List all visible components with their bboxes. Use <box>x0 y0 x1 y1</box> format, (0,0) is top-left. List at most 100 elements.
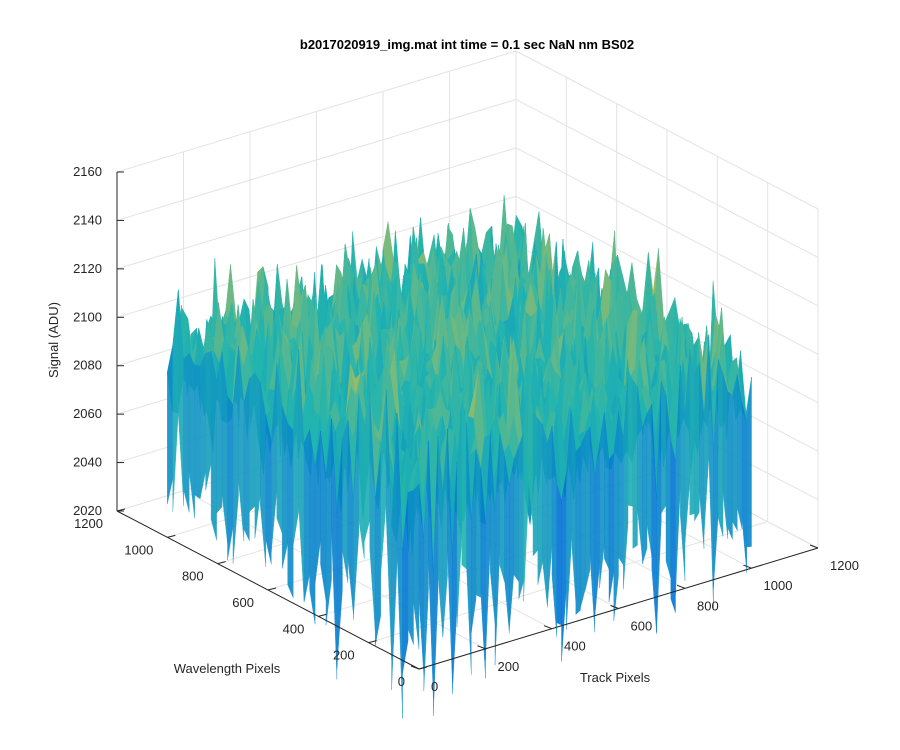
wavelength-tick-label: 1000 <box>124 542 153 557</box>
chart-title: b2017020919_img.mat int time = 0.1 sec N… <box>300 37 634 52</box>
z-tick-label: 2060 <box>73 406 102 421</box>
surface-skirt <box>618 411 624 566</box>
z-tick-label: 2100 <box>73 309 102 324</box>
surface-skirt <box>732 374 738 531</box>
surface-skirt <box>442 428 448 638</box>
track-tick-label: 1200 <box>830 558 859 573</box>
surface <box>167 195 752 719</box>
surface-skirt <box>722 373 728 539</box>
wavelength-tick-label: 1200 <box>74 516 103 531</box>
surface-skirt <box>254 372 261 539</box>
surface-skirt <box>353 394 359 620</box>
surface-skirt <box>265 415 272 565</box>
surface-skirt <box>499 433 505 582</box>
surface-skirt <box>718 359 724 537</box>
z-tick-label: 2140 <box>73 212 102 227</box>
surface-skirt <box>542 424 548 606</box>
surface-skirt <box>727 391 733 540</box>
z-tick-label: 2020 <box>73 503 102 518</box>
surface-skirt <box>466 423 472 675</box>
surface-skirt <box>232 346 239 564</box>
surface-skirt <box>287 423 294 598</box>
surface-skirt <box>537 417 543 585</box>
surface-skirt <box>325 418 332 626</box>
surface-skirt <box>249 372 256 513</box>
surface-skirt <box>205 350 212 491</box>
wavelength-tick-label: 800 <box>182 569 204 584</box>
surface-skirt <box>309 429 316 625</box>
surface-skirt <box>580 434 586 608</box>
z-tick-label: 2080 <box>73 358 102 373</box>
wavelength-axis-ticks: 0 200 400 600 800 1000 1200 <box>74 508 428 689</box>
wavelength-axis-label: Wavelength Pixels <box>174 661 281 676</box>
surface-skirt <box>243 378 250 541</box>
surface-skirt <box>556 483 562 626</box>
surface-skirt <box>694 362 700 521</box>
track-tick-label: 800 <box>697 598 719 613</box>
surface-skirt <box>741 402 747 573</box>
wavelength-tick-label: 400 <box>283 621 305 636</box>
track-tick-label: 200 <box>498 659 520 674</box>
surface-skirt <box>358 394 365 559</box>
surface-skirt <box>589 426 595 633</box>
surface-skirt <box>689 348 695 516</box>
surface-skirt <box>402 492 409 674</box>
surface-skirt <box>303 429 310 603</box>
track-tick-label: 1000 <box>764 578 793 593</box>
surface-skirt <box>167 344 174 504</box>
surface-skirt <box>566 409 572 630</box>
z-axis-label: Signal (ADU) <box>46 302 61 378</box>
track-tick-label: 600 <box>631 619 653 634</box>
surface-skirt <box>623 369 629 590</box>
surface-skirt <box>342 419 349 583</box>
wavelength-tick-label: 0 <box>398 674 405 689</box>
surface-skirt <box>642 413 648 565</box>
surface-skirt <box>260 381 266 567</box>
surface-skirt <box>172 289 179 512</box>
track-tick-label: 0 <box>431 679 438 694</box>
surface-skirt <box>471 449 477 633</box>
surface-skirt <box>532 412 538 557</box>
surface-skirt <box>670 441 676 613</box>
surface-skirt <box>433 436 439 716</box>
surface-skirt <box>216 351 223 514</box>
surface-skirt <box>656 380 662 634</box>
surface-skirt <box>509 459 515 631</box>
surface-skirt <box>178 289 184 506</box>
z-tick-label: 2120 <box>73 261 102 276</box>
surface-skirt <box>194 364 201 500</box>
surface-skirt <box>575 445 581 616</box>
surface-skirt <box>523 367 529 602</box>
surface-skirt <box>475 449 481 598</box>
surface-skirt <box>413 483 420 650</box>
surface-skirt <box>680 364 686 581</box>
surface-skirt <box>513 446 519 583</box>
surface-skirt <box>238 346 245 542</box>
surface-skirt <box>551 426 557 638</box>
surface-skirt <box>661 380 667 514</box>
surface-skirt <box>504 455 510 633</box>
z-tick-label: 2160 <box>73 164 102 179</box>
surface-skirt <box>585 426 591 591</box>
surface-skirt <box>391 413 398 690</box>
surface-skirt <box>561 472 567 662</box>
surface-skirt <box>282 405 288 569</box>
surface-skirt <box>737 374 743 529</box>
surface-skirt <box>708 334 714 609</box>
surface-skirt <box>423 440 429 691</box>
surface-skirt <box>210 350 217 541</box>
surface-skirt <box>608 452 614 602</box>
z-axis-ticks: 2020 2040 2060 2080 2100 2120 2140 2160 <box>73 164 124 518</box>
surface-skirt <box>336 438 343 669</box>
surface-skirt <box>613 411 619 622</box>
track-axis-label: Track Pixels <box>580 670 651 685</box>
surface-skirt <box>227 395 234 561</box>
wavelength-tick-label: 200 <box>333 648 355 663</box>
z-tick-label: 2040 <box>73 455 102 470</box>
surface-skirt <box>599 412 605 589</box>
surface-skirt <box>183 353 190 513</box>
surface-skirt <box>518 432 524 600</box>
wavelength-tick-label: 600 <box>232 595 254 610</box>
surface-skirt <box>407 489 414 645</box>
